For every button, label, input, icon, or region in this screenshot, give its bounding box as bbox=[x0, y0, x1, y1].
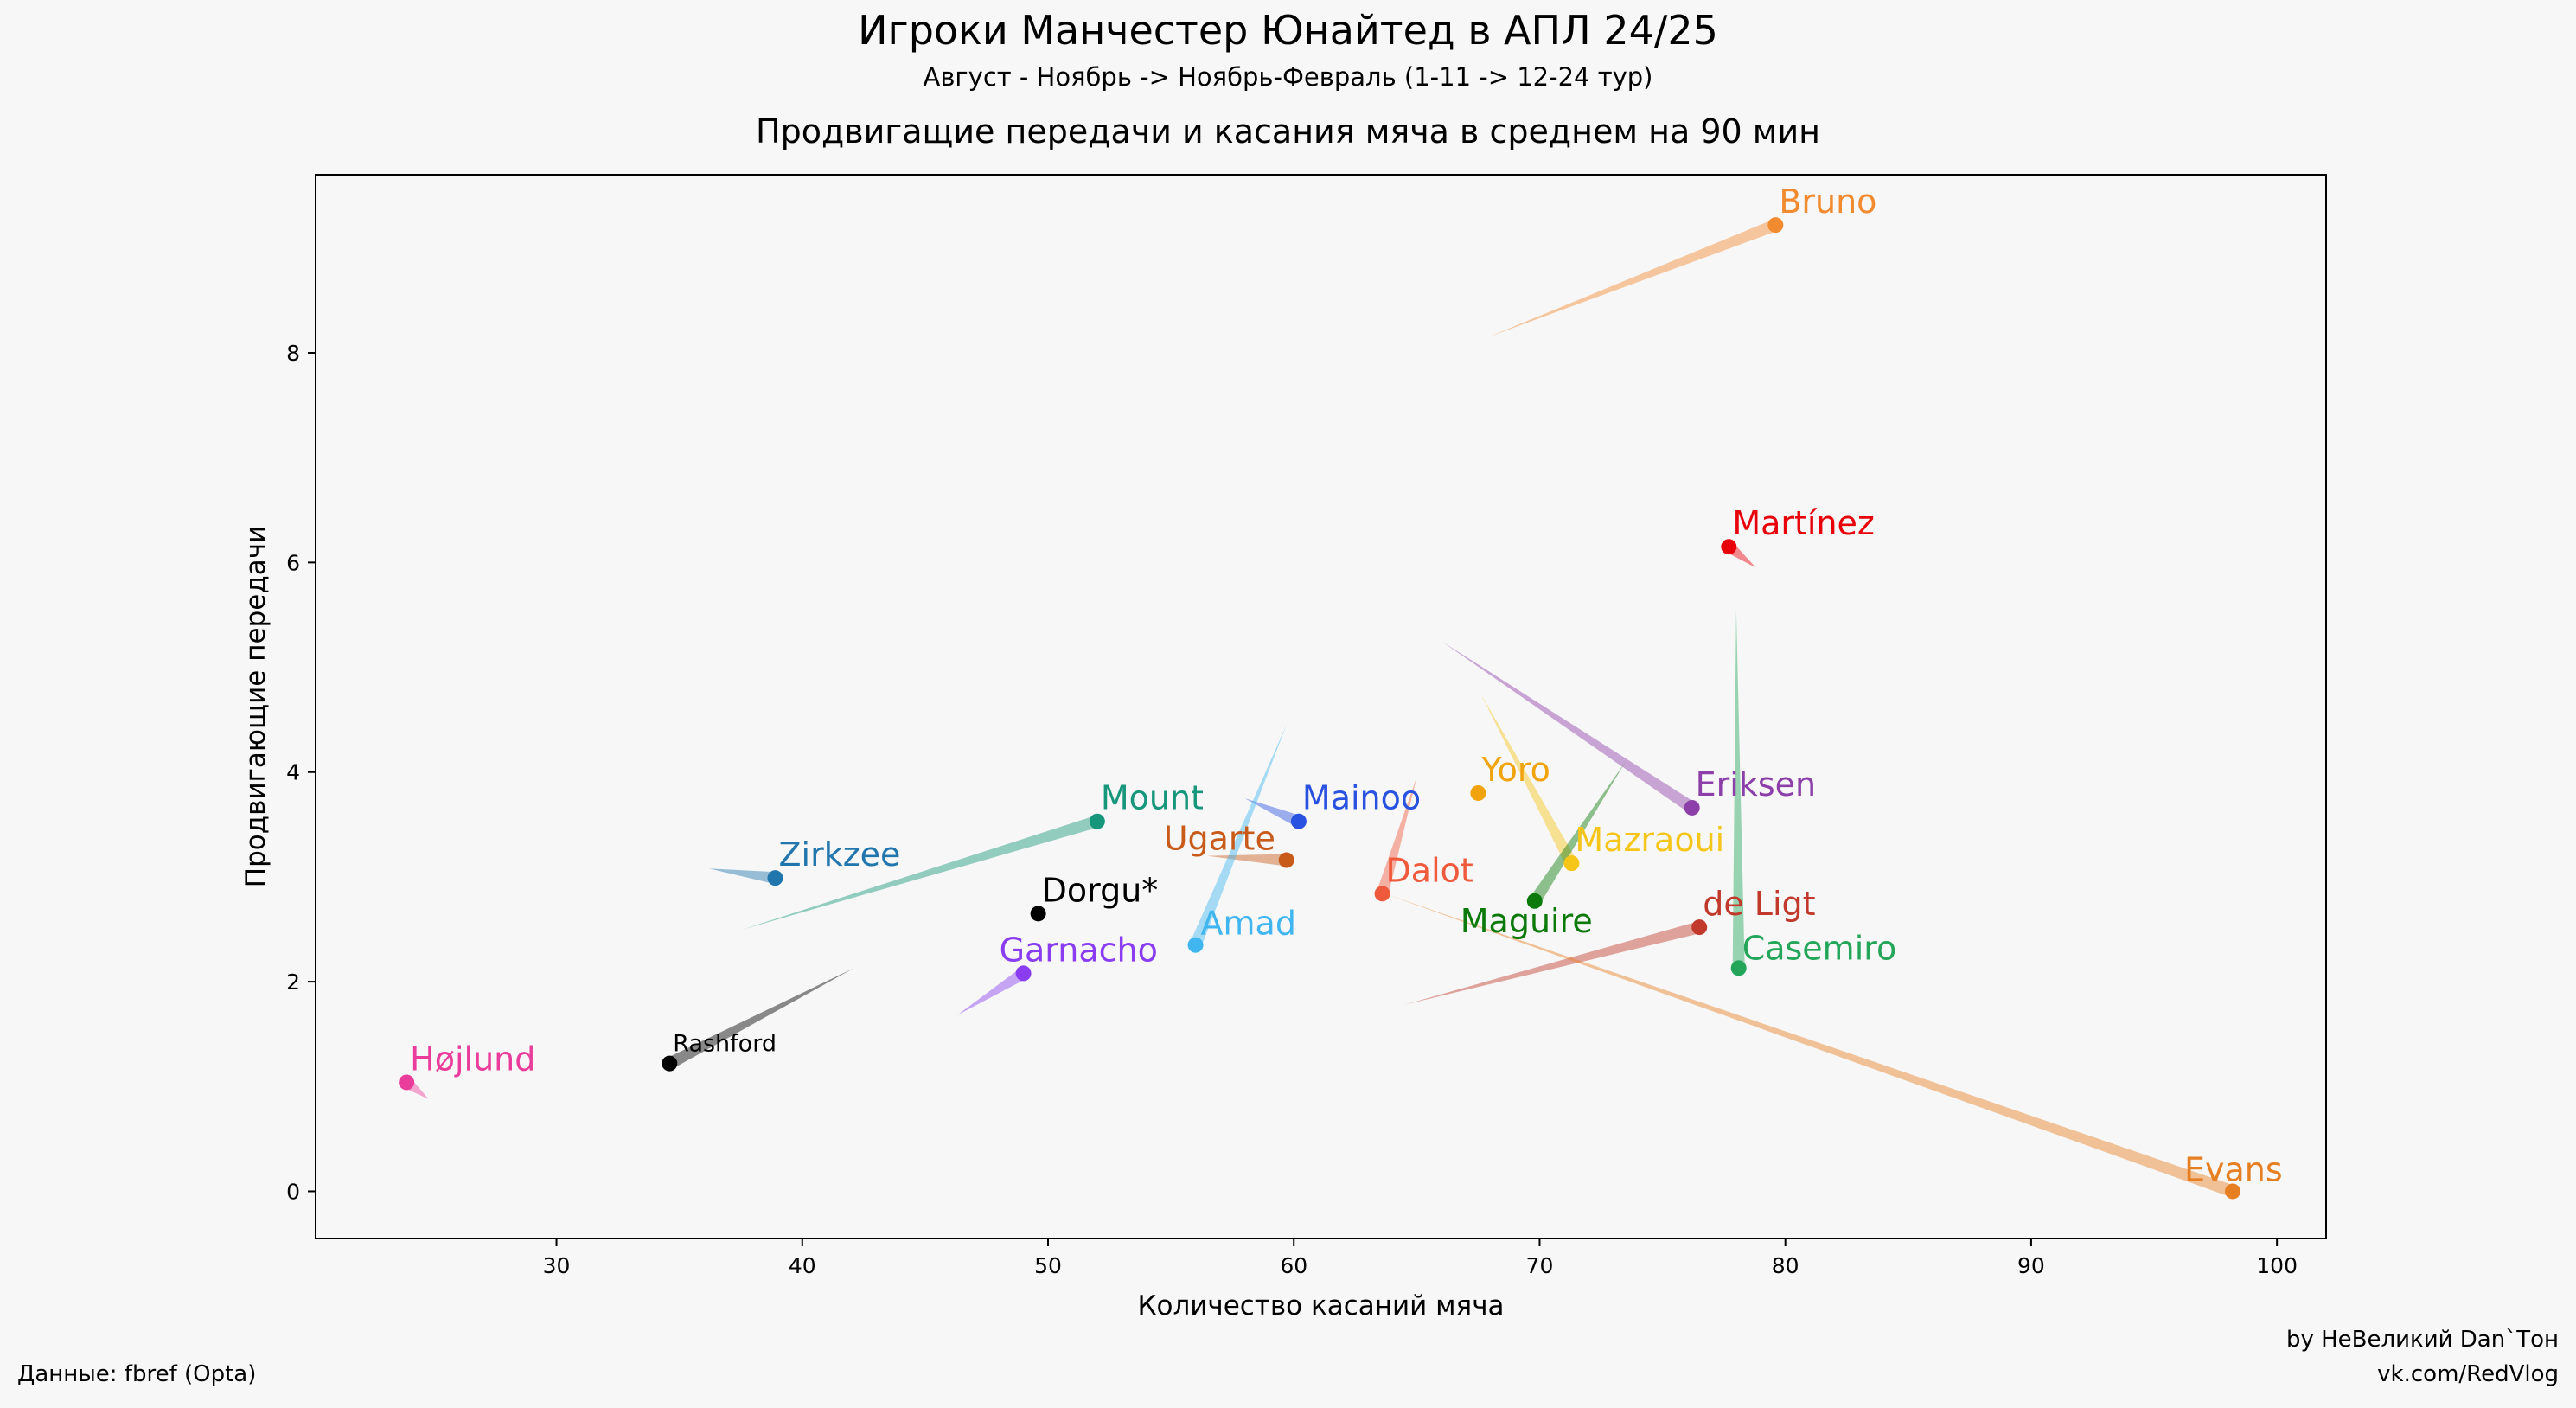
label-maguire: Maguire bbox=[1461, 902, 1593, 940]
point-zirkzee bbox=[767, 870, 783, 886]
x-tick-label: 80 bbox=[1772, 1253, 1799, 1278]
x-tick-label: 70 bbox=[1526, 1253, 1554, 1278]
y-tick-label: 4 bbox=[286, 760, 300, 785]
plot-frame bbox=[315, 174, 2327, 1239]
trail-evans bbox=[1384, 893, 2235, 1198]
label-mainoo: Mainoo bbox=[1302, 779, 1421, 817]
movement-trails bbox=[402, 219, 2235, 1198]
x-tick-label: 40 bbox=[789, 1253, 816, 1278]
trail-amad bbox=[1190, 725, 1287, 948]
label-casemiro: Casemiro bbox=[1742, 929, 1897, 967]
trail-mainoo bbox=[1244, 798, 1301, 828]
x-tick-label: 30 bbox=[543, 1253, 571, 1278]
trail-casemiro bbox=[1732, 609, 1745, 969]
chart-title: Продвигащие передачи и касания мяча в ср… bbox=[756, 112, 1820, 150]
point-labels: Bruno Martínez Eriksen Yoro Mazraoui Maguire C… bbox=[410, 182, 2282, 1188]
label-zirkzee: Zirkzee bbox=[779, 835, 901, 874]
trail-dalot bbox=[1376, 777, 1417, 896]
label-eriksen: Eriksen bbox=[1696, 765, 1816, 803]
y-tick-label: 0 bbox=[286, 1179, 300, 1204]
data-source: Данные: fbref (Opta) bbox=[17, 1361, 257, 1387]
point-mount bbox=[1089, 813, 1105, 829]
x-axis-ticks: 30 40 50 60 70 80 90 100 bbox=[543, 1238, 2298, 1278]
label-rashford: Rashford bbox=[673, 1031, 777, 1058]
y-tick-label: 6 bbox=[286, 550, 300, 575]
trail-zirkzee bbox=[708, 868, 777, 885]
label-amad: Amad bbox=[1201, 905, 1296, 943]
point-eriksen bbox=[1684, 799, 1700, 816]
author-credit: by НеВеликий Dan`Тон bbox=[2285, 1327, 2559, 1353]
point-mazraoui bbox=[1563, 855, 1580, 872]
label-dalot: Dalot bbox=[1386, 851, 1473, 889]
trail-de-ligt bbox=[1404, 921, 1701, 1005]
trail-ugarte bbox=[1207, 854, 1288, 867]
point-garnacho bbox=[1015, 965, 1032, 982]
label-garnacho: Garnacho bbox=[1000, 931, 1158, 969]
point-h-jlund bbox=[399, 1074, 415, 1091]
point-mainoo bbox=[1290, 813, 1307, 829]
point-amad bbox=[1187, 937, 1204, 953]
label-mazraoui: Mazraoui bbox=[1575, 821, 1724, 859]
trail-eriksen bbox=[1441, 641, 1696, 813]
author-link: vk.com/RedVlog bbox=[2377, 1361, 2559, 1387]
trail-garnacho bbox=[956, 968, 1027, 1015]
point-maguire bbox=[1526, 893, 1543, 909]
label-evans: Evans bbox=[2184, 1150, 2283, 1188]
trail-mazraoui bbox=[1480, 693, 1577, 867]
point-de-ligt bbox=[1691, 919, 1708, 936]
subtitle: Август - Ноябрь -> Ноябрь-Февраль (1-11 … bbox=[923, 62, 1653, 92]
data-points bbox=[399, 217, 2240, 1200]
label-ugarte: Ugarte bbox=[1164, 820, 1275, 858]
label-de-ligt: de Ligt bbox=[1703, 885, 1815, 923]
x-tick-label: 60 bbox=[1280, 1253, 1307, 1278]
point-ugarte bbox=[1278, 852, 1294, 868]
x-tick-label: 100 bbox=[2256, 1253, 2298, 1278]
point-mart-nez bbox=[1721, 539, 1737, 555]
point-evans bbox=[2224, 1183, 2240, 1200]
label-mount: Mount bbox=[1101, 779, 1204, 817]
x-axis-label: Количество касаний мяча bbox=[1137, 1290, 1504, 1322]
label-yoro: Yoro bbox=[1480, 751, 1550, 789]
label-h-jlund: Højlund bbox=[410, 1040, 535, 1078]
y-axis-label: Продвигающие передачи bbox=[240, 526, 272, 887]
point-bruno bbox=[1767, 217, 1784, 234]
point-rashford bbox=[662, 1055, 678, 1072]
main-title: Игроки Манчестер Юнайтед в АПЛ 24/25 bbox=[858, 7, 1718, 54]
y-tick-label: 8 bbox=[286, 341, 300, 366]
y-axis-ticks: 0 2 4 6 8 bbox=[286, 341, 316, 1204]
trail-rashford bbox=[667, 968, 854, 1069]
label-bruno: Bruno bbox=[1779, 182, 1876, 221]
label-dorgu: Dorgu* bbox=[1042, 871, 1159, 909]
label-mart-nez: Martínez bbox=[1732, 504, 1875, 542]
x-tick-label: 90 bbox=[2017, 1253, 2045, 1278]
y-tick-label: 2 bbox=[286, 970, 300, 995]
point-dorgu bbox=[1030, 906, 1046, 922]
trail-maguire bbox=[1529, 761, 1626, 905]
x-tick-label: 50 bbox=[1034, 1253, 1062, 1278]
trail-bruno bbox=[1487, 219, 1778, 337]
point-casemiro bbox=[1730, 960, 1747, 976]
point-yoro bbox=[1470, 784, 1486, 801]
trail-mount bbox=[743, 815, 1099, 930]
point-dalot bbox=[1374, 886, 1390, 902]
